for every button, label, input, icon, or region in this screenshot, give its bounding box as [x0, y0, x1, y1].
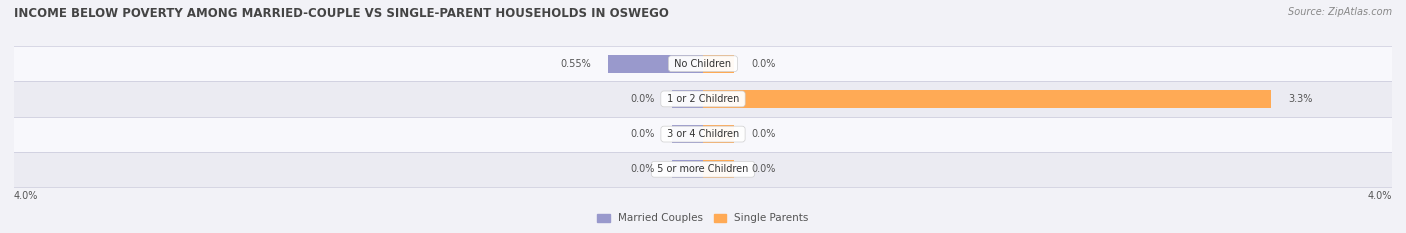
Text: 4.0%: 4.0%: [14, 191, 38, 201]
Text: 0.0%: 0.0%: [751, 59, 776, 69]
Bar: [703, 90, 1271, 108]
Text: Source: ZipAtlas.com: Source: ZipAtlas.com: [1288, 7, 1392, 17]
Bar: [672, 160, 703, 178]
Bar: [0, 46, 1406, 81]
Bar: [609, 55, 703, 73]
Bar: [703, 160, 734, 178]
Text: 0.0%: 0.0%: [751, 164, 776, 174]
Text: 0.0%: 0.0%: [630, 94, 655, 104]
Text: 3.3%: 3.3%: [1289, 94, 1313, 104]
Text: No Children: No Children: [672, 59, 734, 69]
Bar: [672, 90, 703, 108]
Text: 0.0%: 0.0%: [630, 129, 655, 139]
Text: 0.55%: 0.55%: [561, 59, 591, 69]
Legend: Married Couples, Single Parents: Married Couples, Single Parents: [593, 209, 813, 228]
Bar: [703, 125, 734, 143]
Text: 5 or more Children: 5 or more Children: [654, 164, 752, 174]
Text: 3 or 4 Children: 3 or 4 Children: [664, 129, 742, 139]
Text: 4.0%: 4.0%: [1368, 191, 1392, 201]
Text: 1 or 2 Children: 1 or 2 Children: [664, 94, 742, 104]
Bar: [0, 81, 1406, 116]
Text: INCOME BELOW POVERTY AMONG MARRIED-COUPLE VS SINGLE-PARENT HOUSEHOLDS IN OSWEGO: INCOME BELOW POVERTY AMONG MARRIED-COUPL…: [14, 7, 669, 20]
Bar: [0, 116, 1406, 152]
Text: 0.0%: 0.0%: [751, 129, 776, 139]
Bar: [672, 125, 703, 143]
Text: 0.0%: 0.0%: [630, 164, 655, 174]
Bar: [0, 152, 1406, 187]
Bar: [703, 55, 734, 73]
